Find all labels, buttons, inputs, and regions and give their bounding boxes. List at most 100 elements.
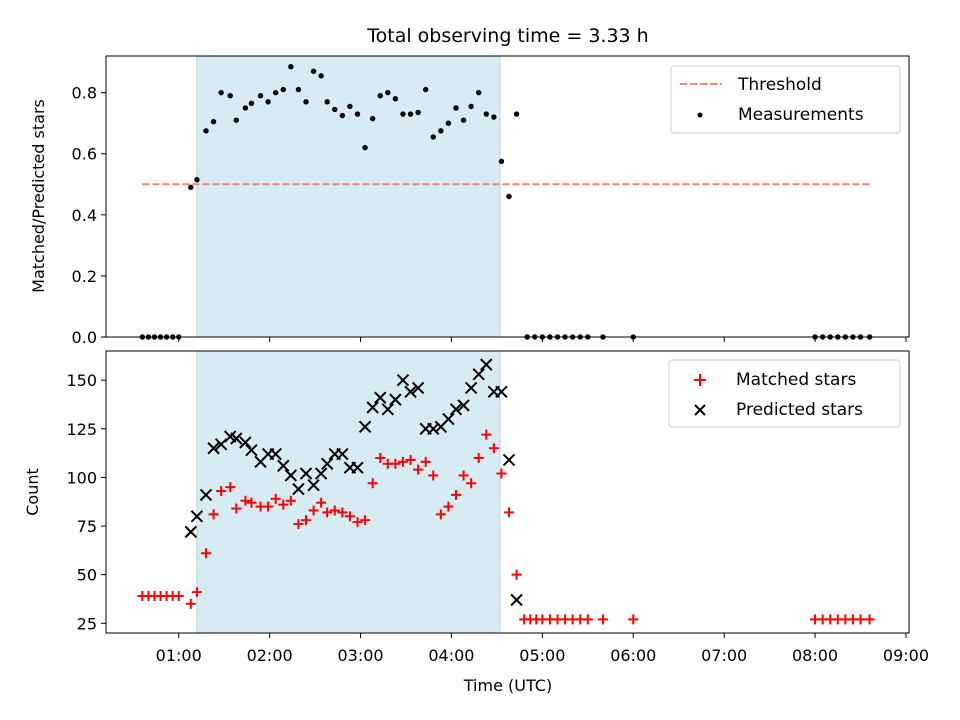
predicted-star-point [314,467,328,480]
measurement-point [554,334,561,340]
top-y-axis-label: Matched/Predicted stars [29,99,48,293]
matched-star-point [270,493,281,504]
predicted-star-point [442,412,455,426]
observing-interval-shading [196,55,501,338]
measurement-point [476,89,482,96]
measurement-point [812,334,818,340]
matched-star-point [200,548,211,559]
predicted-star-point [510,593,523,607]
matched-star-point [308,505,319,516]
predicted-star-point [396,373,410,387]
legend-threshold-label: Threshold [737,75,822,95]
measurement-point [151,334,158,340]
matched-star-point [300,515,311,526]
measurement-point [835,334,841,340]
bottom-y-axis-label: Count [23,468,42,516]
measurement-point [248,100,255,107]
matched-star-point [435,509,446,520]
matched-star-point [337,507,348,518]
matched-star-point [597,614,608,625]
matched-star-point [208,509,219,520]
predicted-star-point [199,488,213,502]
measurement-point [491,114,497,120]
matched-star-point [344,511,355,522]
measurement-point [145,334,152,340]
y-tick-label: 150 [66,371,97,390]
y-tick-label: 100 [66,468,97,487]
matched-star-point [473,452,484,463]
predicted-star-point [427,422,440,436]
measurement-point [468,103,474,110]
measurement-point [385,89,391,96]
measurement-point [842,334,849,340]
measurement-point [369,115,376,122]
measurement-point [600,334,606,340]
x-tick-label: 09:00 [883,646,929,665]
matched-star-point [240,495,251,506]
measurement-point [445,120,452,126]
measurement-point [819,334,826,340]
matched-star-point [397,456,408,467]
matched-star-point [322,507,333,518]
predicted-star-point [374,391,387,404]
measurement-point [280,86,286,93]
measurement-point [176,334,182,340]
x-tick-label: 01:00 [156,646,202,665]
measurement-point [339,112,346,119]
legend-predicted-swatch [694,404,706,416]
matched-star-point [481,429,492,440]
predicted-star-point [307,478,320,492]
measurement-point [392,96,399,102]
predicted-star-point [502,453,516,467]
measurement-point [498,158,505,165]
measurement-point [377,93,383,99]
measurement-point [347,103,353,110]
matched-star-point [466,478,477,489]
matched-star-point [225,482,236,493]
predicted-star-point [449,403,463,416]
measurement-point [857,334,864,340]
top-panel: 0.0 0.2 0.4 0.6 0.8 [72,55,910,347]
matched-star-point [316,497,327,508]
y-tick-label: 0.2 [72,267,97,286]
measurement-point [532,334,538,340]
predicted-star-point [480,358,493,371]
measurement-point [169,334,176,340]
bottom-legend: Matched stars Predicted stars [668,359,901,428]
predicted-star-point [464,381,478,395]
x-tick-label: 04:00 [428,646,474,665]
matched-star-point [293,519,304,530]
predicted-star-point [190,510,204,523]
measurement-point [354,111,361,117]
predicted-star-point [472,368,485,381]
predicted-star-point [245,443,258,457]
measurement-point [242,105,249,111]
measurement-point [569,334,576,340]
predicted-star-point [389,393,402,406]
measurement-point [332,106,338,113]
y-tick-label: 75 [77,517,97,536]
measurement-point [139,334,146,340]
matched-star-point [375,452,386,463]
matched-star-point [360,515,371,526]
measurement-point [577,334,583,340]
matched-star-point [285,495,296,506]
x-tick-label: 02:00 [247,646,293,665]
bottom-panel: 25 50 75 100 125 150 01:00 02:00 03:00 04:00 05:00… [66,350,929,665]
legend-predicted-label: Predicted stars [736,400,863,420]
matched-star-point [504,507,515,518]
matched-star-point [231,503,242,514]
predicted-star-point [207,442,220,455]
predicted-star-point [336,447,349,461]
predicted-star-point [299,467,313,480]
predicted-star-point [284,469,298,482]
measurement-point [562,334,568,340]
measurement-point [233,117,239,123]
top-legend-box [670,65,901,134]
measurement-point [422,86,429,93]
matched-star-point [263,501,274,512]
measurement-point [827,334,833,340]
measurement-point [310,68,317,74]
measurement-point [272,89,279,96]
measurement-point [324,99,330,105]
